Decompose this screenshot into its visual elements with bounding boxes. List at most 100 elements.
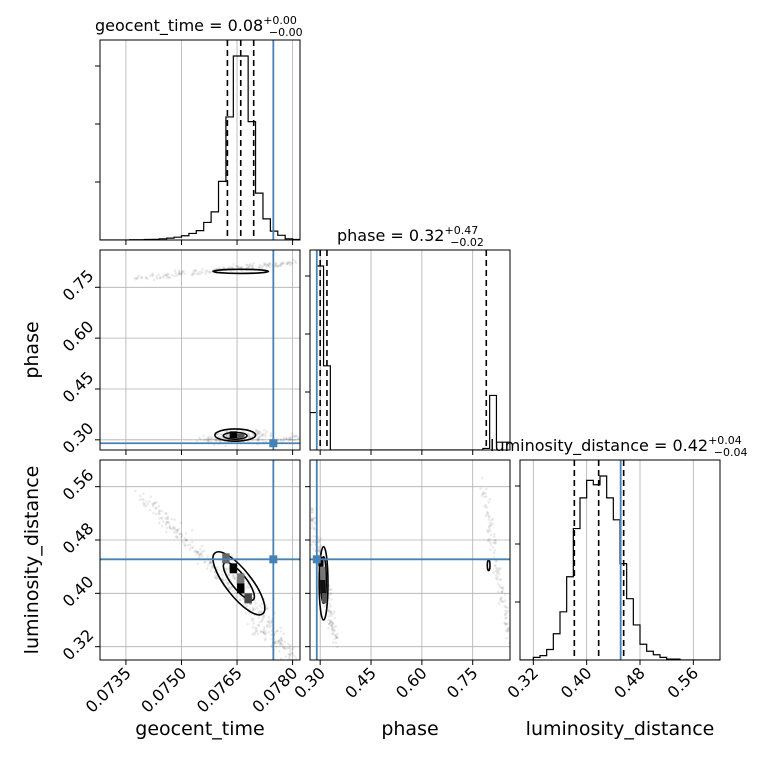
- sample-point: [287, 652, 290, 656]
- sample-point: [330, 612, 333, 615]
- sample-point: [506, 609, 510, 613]
- sample-point: [231, 554, 234, 558]
- sample-point: [151, 502, 155, 506]
- sample-point: [336, 645, 339, 649]
- sample-point: [184, 538, 188, 542]
- sample-point: [505, 611, 508, 615]
- sample-point: [170, 517, 174, 521]
- sample-point: [310, 516, 314, 520]
- sample-point: [334, 624, 338, 628]
- sample-point: [331, 627, 334, 631]
- sample-point: [150, 273, 154, 277]
- sample-point: [195, 553, 198, 556]
- sample-point: [496, 582, 500, 585]
- axes-frame: [309, 249, 511, 451]
- sample-point: [498, 572, 501, 576]
- sample-point: [254, 626, 257, 630]
- sample-point: [500, 600, 504, 604]
- sample-point: [493, 532, 496, 536]
- sample-point: [331, 641, 335, 644]
- density-cell-3: [321, 593, 327, 604]
- histogram-step: [310, 265, 510, 450]
- sample-point: [151, 274, 155, 278]
- sample-point: [492, 535, 496, 538]
- sample-point: [278, 641, 282, 645]
- sample-point: [279, 642, 283, 645]
- sample-point: [164, 521, 168, 525]
- sample-point: [291, 258, 295, 261]
- xtick-label-luminosity_distance: 0.48: [610, 663, 649, 702]
- sample-point: [276, 629, 279, 633]
- sample-point: [143, 502, 146, 506]
- sample-point: [493, 563, 497, 567]
- contour-outer: [212, 551, 266, 616]
- sample-point: [276, 439, 280, 443]
- sample-point: [506, 606, 509, 609]
- sample-point: [175, 528, 179, 532]
- sample-point: [329, 591, 333, 595]
- sample-point: [262, 616, 265, 620]
- sample-point: [218, 266, 221, 270]
- sample-point: [307, 521, 310, 524]
- sample-point: [222, 266, 225, 269]
- sample-point: [168, 276, 171, 280]
- sample-point: [285, 437, 288, 441]
- sample-point: [234, 264, 238, 268]
- sample-point: [297, 436, 300, 440]
- sample-point: [184, 539, 188, 542]
- sample-point: [164, 517, 167, 520]
- sample-point: [164, 512, 168, 516]
- sample-point: [148, 500, 151, 503]
- sample-point: [301, 438, 304, 441]
- sample-point: [276, 437, 279, 440]
- sample-point: [290, 437, 293, 441]
- sample-point: [287, 656, 291, 659]
- sample-point: [290, 435, 294, 439]
- sample-point: [286, 261, 289, 264]
- axes-frame: [99, 249, 301, 451]
- sample-point: [319, 537, 323, 540]
- sample-point: [263, 629, 267, 633]
- sample-point: [504, 629, 508, 633]
- sample-point: [484, 514, 488, 518]
- sample-point: [236, 265, 239, 268]
- sample-point: [487, 525, 491, 528]
- sample-point: [247, 435, 251, 439]
- sample-point: [330, 628, 334, 631]
- sample-point: [310, 518, 313, 521]
- sample-point: [269, 434, 273, 438]
- sample-point: [180, 272, 183, 276]
- sample-point: [205, 567, 209, 570]
- sample-point: [249, 262, 252, 266]
- sample-point: [485, 506, 489, 509]
- histogram-step: [520, 475, 720, 660]
- sample-point: [266, 263, 270, 267]
- sample-point: [331, 623, 335, 626]
- sample-point: [251, 433, 254, 436]
- sample-point: [182, 541, 186, 544]
- sample-point: [192, 271, 195, 275]
- sample-point: [336, 632, 339, 636]
- sample-point: [197, 556, 201, 559]
- density-cell-4: [244, 593, 252, 604]
- sample-point: [215, 565, 219, 569]
- sample-point: [501, 587, 505, 591]
- sample-point: [264, 603, 268, 607]
- sample-point: [157, 273, 161, 277]
- sample-point: [275, 645, 278, 649]
- sample-point: [287, 642, 290, 646]
- sample-point: [158, 276, 162, 280]
- sample-point: [497, 569, 501, 572]
- sample-point: [243, 602, 246, 606]
- sample-point: [504, 613, 507, 617]
- sample-point: [282, 436, 285, 440]
- sample-point: [233, 576, 237, 580]
- sample-point: [172, 530, 176, 534]
- sample-point: [262, 627, 266, 631]
- sample-point: [255, 434, 259, 437]
- sample-point: [195, 439, 199, 443]
- sample-point: [310, 508, 314, 511]
- sample-point: [205, 269, 209, 272]
- sample-point: [262, 428, 266, 432]
- sample-point: [152, 278, 156, 282]
